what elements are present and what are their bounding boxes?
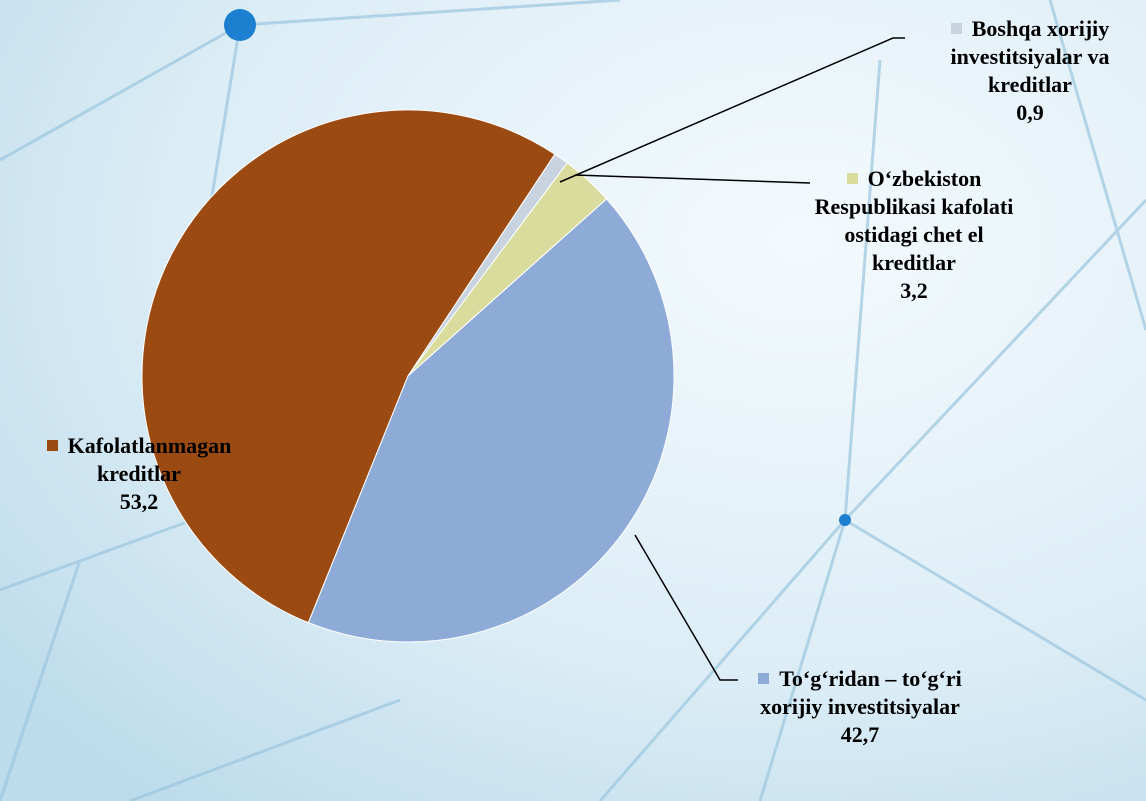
data-label: O‘zbekiston Respublikasi kafolati ostida… <box>808 165 1020 305</box>
value-label: 0,9 <box>1016 100 1044 125</box>
pie-slice <box>141 109 556 624</box>
pie-slice <box>307 198 675 643</box>
value-label: 42,7 <box>840 722 880 747</box>
legend-marker <box>846 173 858 184</box>
data-label: Kafolatlanmagan kreditlar 53,2 <box>8 432 270 516</box>
category-label: To‘g‘ridan – to‘g‘ri xorijiy investitsiy… <box>760 666 962 719</box>
leader-line <box>574 174 811 184</box>
data-label: To‘g‘ridan – to‘g‘ri xorijiy investitsiy… <box>745 665 975 749</box>
value-label: 53,2 <box>119 489 159 514</box>
legend-marker <box>46 440 58 451</box>
background-node <box>839 514 851 526</box>
value-label: 3,2 <box>900 278 928 303</box>
category-label: O‘zbekiston Respublikasi kafolati ostida… <box>814 166 1014 275</box>
legend-marker <box>950 23 962 34</box>
pie <box>141 109 675 643</box>
legend-marker <box>758 673 770 684</box>
background-node <box>224 9 256 41</box>
leader-line <box>559 37 905 183</box>
leader-line <box>634 534 738 681</box>
data-label: Boshqa xorijiy investitsiyalar va kredit… <box>915 15 1145 127</box>
leader-lines <box>559 37 905 681</box>
category-label: Boshqa xorijiy investitsiyalar va kredit… <box>950 16 1110 97</box>
category-label: Kafolatlanmagan kreditlar <box>67 433 232 486</box>
